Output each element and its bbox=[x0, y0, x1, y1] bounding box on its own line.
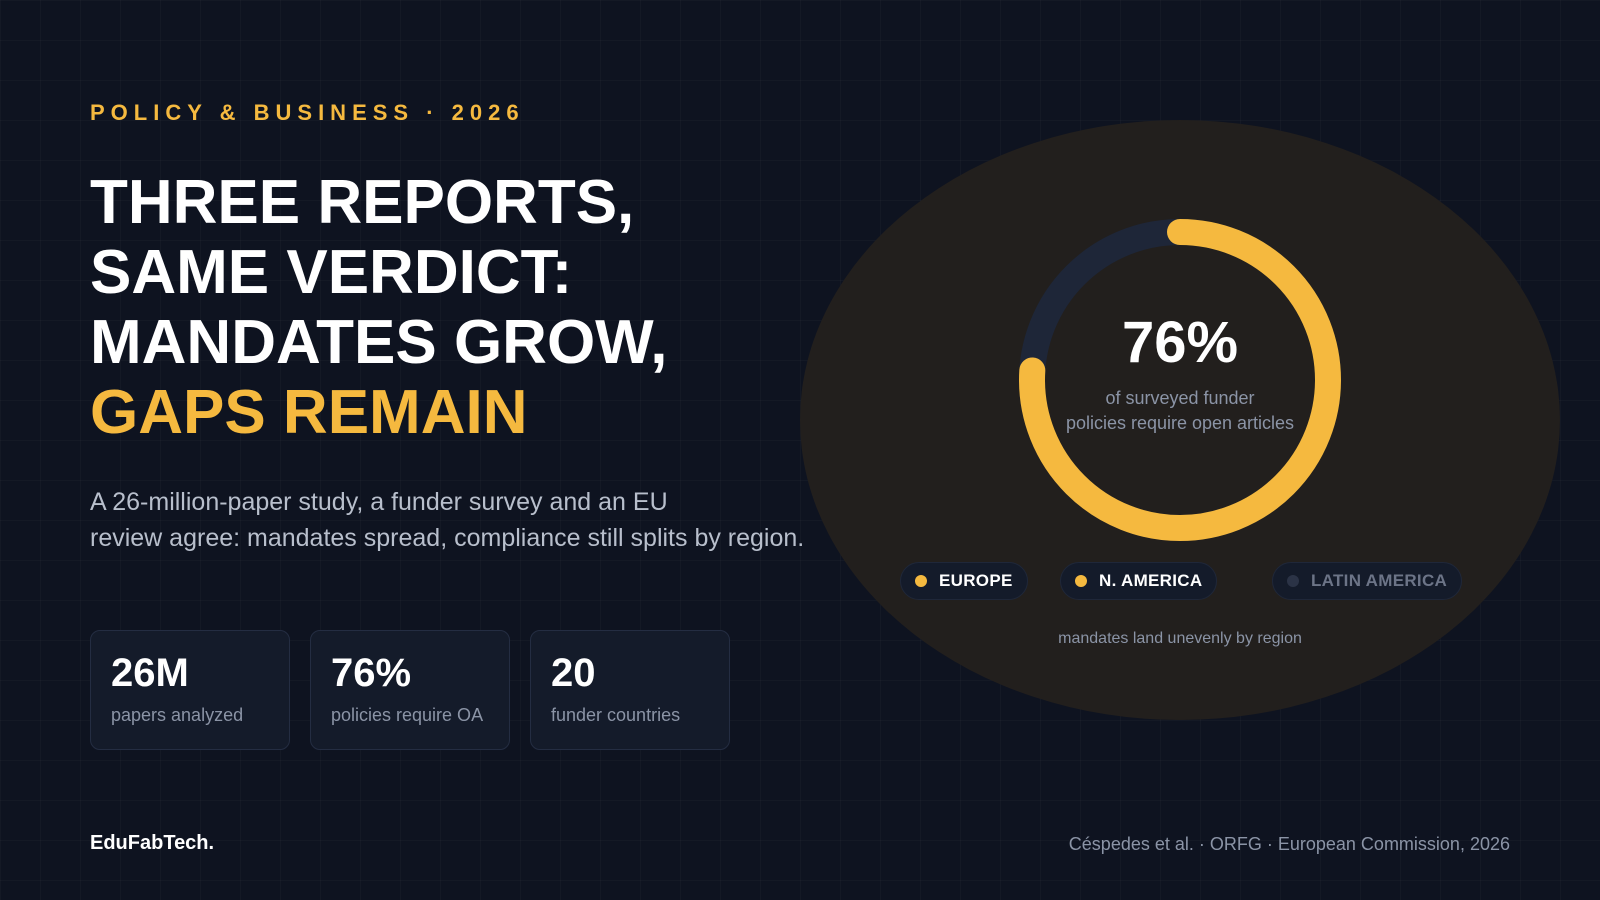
region-pill-north-america[interactable]: N. AMERICA bbox=[1060, 562, 1218, 600]
subtitle-line: A 26-million-paper study, a funder surve… bbox=[90, 488, 668, 516]
stat-label: funder countries bbox=[551, 705, 681, 725]
source-credits: Céspedes et al. · ORFG · European Commis… bbox=[1068, 834, 1510, 854]
stat-card-countries: 20 funder countries bbox=[530, 630, 730, 750]
headline: THREE REPORTS, SAME VERDICT: MANDATES GR… bbox=[90, 168, 668, 448]
region-pill-label: EUROPE bbox=[939, 571, 1013, 590]
headline-accent: GAPS REMAIN bbox=[90, 378, 528, 447]
subtitle: A 26-million-paper study, a funder surve… bbox=[90, 484, 890, 556]
status-dot-icon bbox=[915, 575, 927, 587]
stat-label: papers analyzed bbox=[111, 705, 244, 725]
region-pill-latin-america[interactable]: LATIN AMERICA bbox=[1272, 562, 1463, 600]
chart-footnote: mandates land unevenly by region bbox=[1058, 630, 1302, 647]
donut-caption-line: policies require open articles bbox=[1065, 413, 1295, 433]
stat-value: 76% bbox=[331, 651, 412, 695]
stat-value: 20 bbox=[551, 651, 596, 695]
stat-value: 26M bbox=[111, 651, 189, 695]
region-pill-label: N. AMERICA bbox=[1099, 571, 1203, 590]
status-dot-icon bbox=[1287, 575, 1299, 587]
donut-caption-line: of surveyed funder bbox=[1105, 388, 1255, 408]
region-pill-europe[interactable]: EUROPE bbox=[900, 562, 1028, 600]
region-pill-label: LATIN AMERICA bbox=[1311, 571, 1448, 590]
donut-chart bbox=[1019, 219, 1341, 541]
eyebrow-label: POLICY & BUSINESS · 2026 bbox=[90, 100, 525, 125]
stat-card-policies: 76% policies require OA bbox=[310, 630, 510, 750]
status-dot-icon bbox=[1075, 575, 1087, 587]
stat-cards: 26M papers analyzed 76% policies require… bbox=[90, 630, 730, 750]
subtitle-line: review agree: mandates spread, complianc… bbox=[90, 524, 805, 552]
stat-label: policies require OA bbox=[331, 705, 484, 725]
donut-center-value: 76% bbox=[1121, 310, 1239, 375]
donut-caption: of surveyed funder policies require open… bbox=[1000, 386, 1360, 436]
donut-value-arc bbox=[1019, 219, 1341, 541]
brand-logo: EduFabTech. bbox=[90, 832, 215, 854]
headline-line: THREE REPORTS, bbox=[90, 168, 635, 237]
stat-card-papers: 26M papers analyzed bbox=[90, 630, 290, 750]
headline-line: MANDATES GROW, bbox=[90, 308, 668, 377]
headline-line: SAME VERDICT: bbox=[90, 238, 573, 307]
